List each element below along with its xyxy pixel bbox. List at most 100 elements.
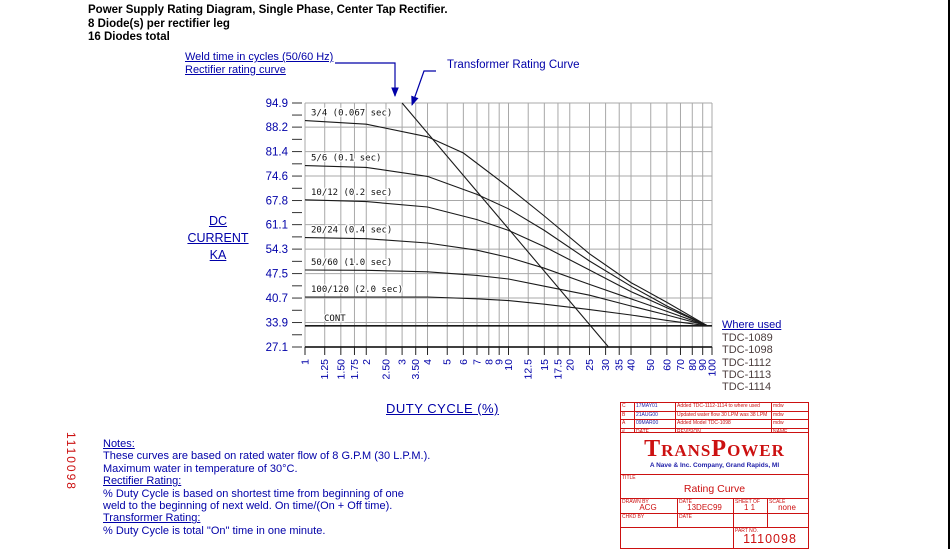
y-tick-label: 94.9 [266,98,288,110]
revision-date: 17MAY01 [635,403,676,411]
transformer-arrow [411,70,436,106]
where-used-heading: Where used [722,319,782,331]
empty-cell-1 [734,514,768,527]
company-logo: TRANSPOWER A Nave & Inc. Company, Grand … [621,433,808,475]
notes-line: These curves are based on rated water fl… [103,450,431,463]
y-tick-label: 33.9 [266,318,288,330]
sheet-value: 1 1 [743,503,756,512]
page-right-border [948,0,950,549]
rectifier-rating-label: Rectifier rating curve [185,64,286,76]
fields-row-1: DRAWN BY ACG DATE 13DEC99 SHEET OF 1 1 S… [621,499,808,514]
y-tick-label: 67.8 [266,196,288,208]
part-no-value: 1110098 [743,532,797,546]
where-used-item: TDC-1089 [722,332,773,345]
revision-description: Added Model TDC-1098 [676,420,772,428]
revision-name: NAME [772,429,808,437]
x-tick-label: 1.75 [349,359,361,380]
sheet-cell: SHEET OF 1 1 [734,499,768,513]
chkd-date-cell: DATE [678,514,734,527]
revision-name: mdw [773,420,784,426]
curve-label: 50/60 (1.0 sec) [311,258,392,268]
where-used-block: Where used TDC-1089 TDC-1098 TDC-1112 TDC-1… [722,319,781,393]
y-tick-label: 54.3 [266,244,288,256]
empty-cell-2 [768,514,808,527]
document-title: Power Supply Rating Diagram, Single Phas… [88,4,448,45]
title-line: 8 Diode(s) per rectifier leg [88,17,230,30]
curve-transformer-rating-curve [401,102,609,348]
curve-label: 10/12 (0.2 sec) [311,188,392,198]
notes-line: Maximum water in temperature of 30°C. [103,462,298,475]
title-label: TITLE [622,475,636,481]
transformer-rating-annotation: Transformer Rating Curve [447,59,580,71]
where-used-item: TDC-1112 [722,356,772,369]
x-tick-label: 1.25 [319,359,331,380]
side-part-number: 1110098 [64,432,78,491]
curve-label: 3/4 (0.067 sec) [311,109,392,119]
x-tick-label: 35 [614,359,626,371]
x-tick-label: 70 [675,359,687,371]
revision-date: 21AUG00 [635,411,676,419]
title-line: Power Supply Rating Diagram, Single Phas… [88,4,448,16]
curve-10-12-0-2-sec- [304,199,708,327]
drawn-by-value: ACG [639,503,657,512]
y-axis-title-line: CURRENT [187,231,249,245]
drawn-by-label: DRAWN BY [622,499,649,505]
x-tick-label: 25 [584,359,596,371]
x-tick-label: 40 [626,359,638,371]
drawing-title-row: TITLE Rating Curve [621,475,808,499]
x-tick-label: 90 [697,359,709,371]
empty-cell-3 [621,528,734,548]
sheet-label: SHEET OF [735,499,760,505]
x-tick-label: 6 [458,359,470,365]
revision-row: A 09MAR00 Added Model TDC-1098 mdw [621,420,808,429]
x-tick-label: 17.5 [552,359,564,380]
y-axis-title-line: KA [209,248,227,262]
weld-time-annotation: Weld time in cycles (50/60 Hz) Rectifier… [185,51,333,77]
revision-name: mdw [773,411,784,418]
weld-time-label: Weld time in cycles (50/60 Hz) [185,51,334,63]
logo-subtitle: A Nave & Inc. Company, Grand Rapids, MI [649,462,780,469]
where-used-list: TDC-1089 TDC-1098 TDC-1112 TDC-1113 TDC-1114 [722,332,781,393]
drawn-by-cell: DRAWN BY ACG [621,499,678,513]
x-tick-label: 30 [600,359,612,371]
revision-letter: A [621,420,635,428]
date-cell: DATE 13DEC99 [678,499,734,513]
curve-label: 100/120 (2.0 sec) [311,285,403,295]
part-no-row: PART NO. 1110098 [621,528,808,548]
scale-label: SCALE [769,499,786,505]
curve-20-24-0-4-sec- [304,237,708,327]
where-used-item: TDC-1113 [722,368,772,381]
x-tick-label: 3 [397,359,409,365]
notes-heading: Rectifier Rating: [103,475,182,488]
revision-description: Updated water flow 30 LPM was 38 LPM [676,411,772,419]
x-tick-label: 8 [483,359,495,365]
curve-5-6-0-1-sec- [304,165,708,327]
drawing-title: Rating Curve [683,483,746,495]
notes-block: Notes: These curves are based on rated wa… [103,438,430,537]
logo-text: TRANSPOWER [644,436,785,462]
x-tick-label: 100 [707,359,719,377]
chkd-date-label: DATE [679,514,692,520]
x-tick-label: 3.50 [410,359,422,380]
title-line: 16 Diodes total [88,31,170,43]
x-tick-label: 15 [539,359,551,371]
chkd-by-label: CHKD BY [622,514,645,520]
x-tick-label: 1.50 [335,359,347,380]
y-tick-label: 40.7 [266,293,288,305]
scale-value: none [778,503,796,512]
x-tick-label: 12.5 [523,359,535,380]
curve-label: 20/24 (0.4 sec) [311,226,392,236]
notes-line: % Duty Cycle is based on shortest time f… [103,487,404,500]
y-tick-label: 47.5 [266,269,288,281]
y-axis-title: DC CURRENT KA [178,213,258,264]
y-tick-label: 61.1 [266,220,288,232]
part-no-cell: PART NO. 1110098 [734,528,808,548]
scale-cell: SCALE none [768,499,808,513]
notes-heading: Transformer Rating: [103,512,201,525]
revision-row: B 21AUG00 Updated water flow 30 LPM was 38… [621,411,808,420]
x-tick-label: 5 [442,359,454,365]
curve-100-120-2-0-sec- [305,296,708,327]
revision-name: mdw [773,403,784,409]
y-tick-label: 81.4 [266,147,289,159]
